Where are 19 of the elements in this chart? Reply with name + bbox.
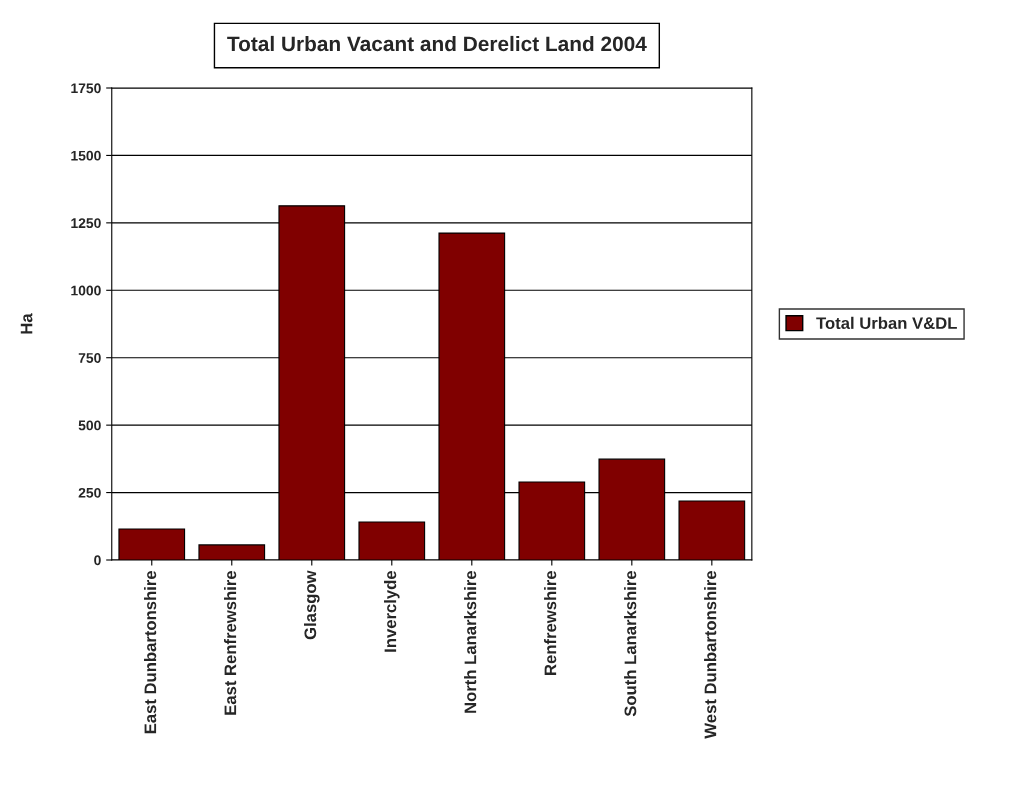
y-tick-label: 500 bbox=[78, 420, 101, 431]
x-tick-label: South Lanarkshire bbox=[624, 570, 637, 717]
y-axis-title: Ha bbox=[20, 313, 33, 334]
y-tick-label: 1500 bbox=[71, 150, 101, 161]
x-tick-label: West Dunbartonshire bbox=[704, 570, 717, 739]
x-tick-label: Renfrewshire bbox=[544, 570, 557, 675]
chart-title: Total Urban Vacant and Derelict Land 2004 bbox=[227, 35, 647, 52]
x-tick-label: Glasgow bbox=[303, 570, 320, 640]
x-tick-label: Inverclyde bbox=[384, 570, 400, 652]
y-tick-label: 1750 bbox=[71, 83, 101, 94]
x-tick-label: East Renfrewshire bbox=[224, 570, 237, 715]
x-tick-label: North Lanarkshire bbox=[464, 570, 477, 713]
y-tick-label: 0 bbox=[94, 555, 101, 566]
y-tick-label: 250 bbox=[78, 487, 101, 498]
y-tick-label: 1000 bbox=[71, 285, 101, 296]
legend-label: Total Urban V&DL bbox=[816, 316, 957, 330]
x-tick-label: East Dunbartonshire bbox=[144, 570, 157, 734]
y-tick-label: 750 bbox=[78, 353, 101, 363]
y-tick-label: 1250 bbox=[71, 218, 101, 229]
